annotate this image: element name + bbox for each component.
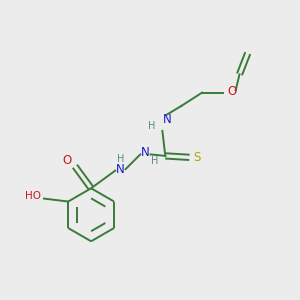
Text: O: O: [227, 85, 236, 98]
Text: S: S: [194, 151, 201, 164]
Text: N: N: [116, 163, 125, 176]
Text: H: H: [148, 122, 156, 131]
Text: N: N: [162, 113, 171, 126]
Text: H: H: [151, 156, 159, 166]
Text: N: N: [141, 146, 150, 159]
Text: H: H: [117, 154, 124, 164]
Text: O: O: [62, 154, 71, 167]
Text: HO: HO: [25, 191, 41, 201]
